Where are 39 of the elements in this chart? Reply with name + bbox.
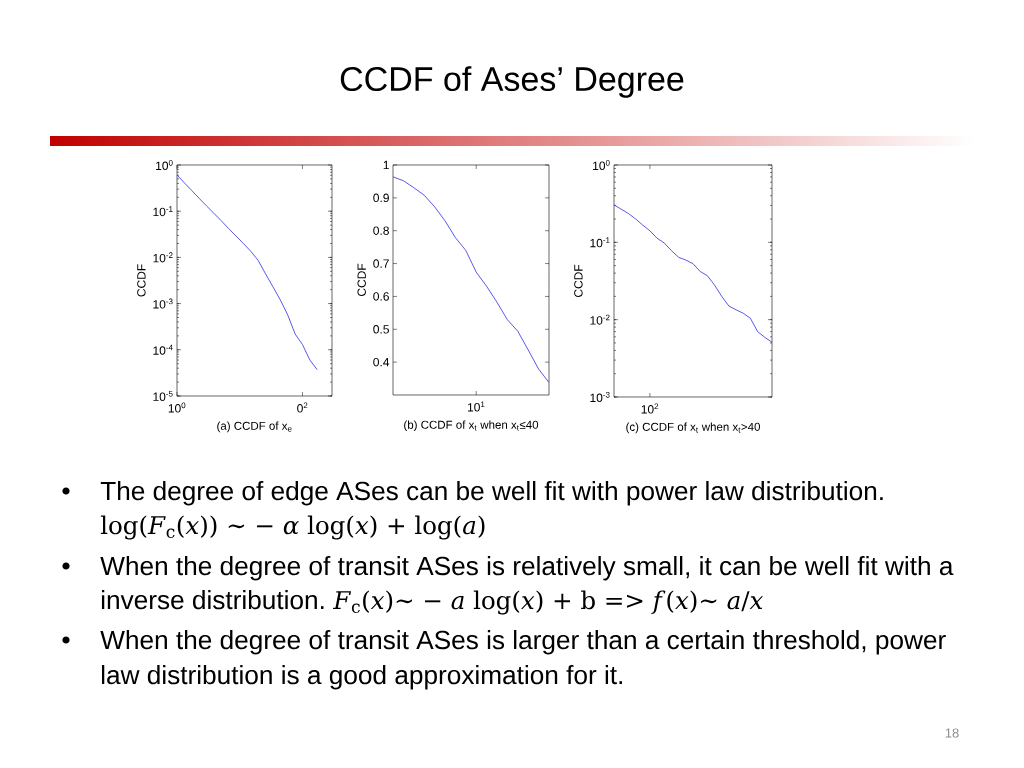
y-tick-label: 10$^{0}$ xyxy=(156,159,173,171)
text: inverse distribution. xyxy=(101,590,324,610)
y-axis-title: CCDF xyxy=(357,263,366,297)
text: When the degree of transit ASes is larger than a certain threshold, power xyxy=(100,630,946,655)
y-tick-label: 10$^{-4}$ xyxy=(153,344,173,355)
line-series xyxy=(614,204,773,343)
y-tick-label: 0.7 xyxy=(373,259,389,268)
text: F$_{c}$(x)∼ − a log(x) + b => f(x)∼ a/x xyxy=(332,590,763,615)
y-tick-label: 10$^{-2}$ xyxy=(590,314,610,325)
x-tick-label: 10$^{1}$ xyxy=(467,401,485,412)
x-axis-title: (c) CCDF of x$_{t}$ when x$_{t}$>40 xyxy=(626,422,760,434)
text: log(F$_{c}$(x)) ∼ − α log(x) + log(a) xyxy=(100,515,485,540)
text: When the degree of transit ASes is relatively small, it can be well fit with a xyxy=(100,556,954,581)
y-tick-label: 0.9 xyxy=(373,193,389,203)
x-tick-label: 0$^{2}$ xyxy=(297,402,308,413)
x-tick-label: 10$^{0}$ xyxy=(168,402,186,413)
y-tick-label: 0.8 xyxy=(373,226,389,235)
text: 18 xyxy=(945,728,959,738)
text: law distribution is a good approximation for it. xyxy=(101,665,622,690)
x-tick-label: 10$^{2}$ xyxy=(641,403,659,414)
x-axis-title: (b) CCDF of x$_{t}$ when x$_{t}$≤40 xyxy=(404,420,539,432)
y-tick-label: 10$^{-3}$ xyxy=(590,391,610,403)
y-axis-title: CCDF xyxy=(137,264,146,297)
y-tick-label: 10$^{0}$ xyxy=(593,159,610,171)
y-tick-label: 10$^{-2}$ xyxy=(153,252,173,263)
y-tick-label: 10$^{-1}$ xyxy=(590,237,610,248)
y-axis-title: CCDF xyxy=(574,264,583,298)
y-tick-label: 10$^{-1}$ xyxy=(153,206,173,217)
text: The degree of edge ASes can be well fit with power law distribution. xyxy=(100,481,883,506)
line-series xyxy=(393,176,550,383)
line-series xyxy=(177,174,318,371)
y-tick-label: 1 xyxy=(383,160,389,170)
y-tick-label: 0.6 xyxy=(373,292,389,301)
y-tick-label: 10$^{-5}$ xyxy=(153,391,173,401)
x-axis-title: (a) CCDF of x$_{e}$ xyxy=(217,421,292,433)
y-tick-label: 10$^{-3}$ xyxy=(153,298,173,309)
y-tick-label: 0.4 xyxy=(373,357,390,367)
y-tick-label: 0.5 xyxy=(373,325,389,334)
text: CCDF of Ases’ Degree xyxy=(340,66,684,98)
